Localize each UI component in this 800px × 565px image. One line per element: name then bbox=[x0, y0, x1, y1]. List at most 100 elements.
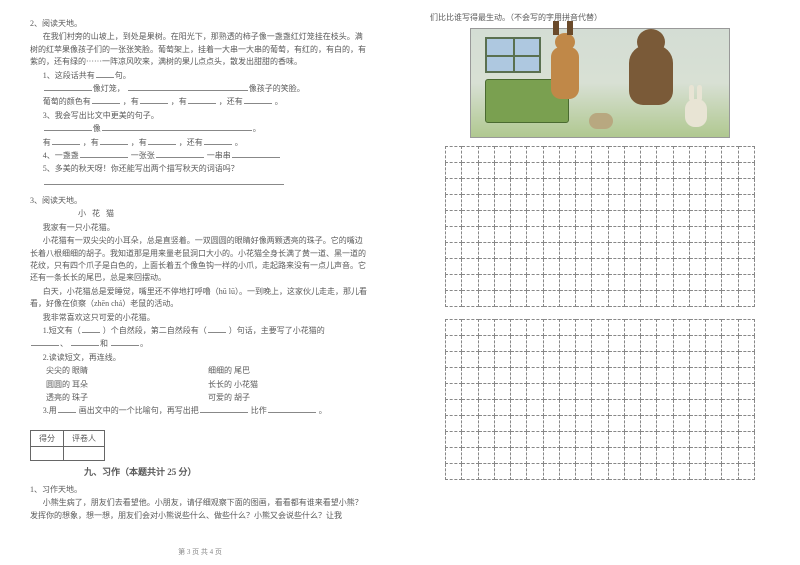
txt: 。 bbox=[319, 406, 327, 415]
q3-i1: 1.短文有（ ）个自然段，第二自然段有（ ）句话，主要写了小花猫的 bbox=[30, 325, 370, 337]
txt: 3.用 bbox=[43, 406, 57, 415]
blank[interactable] bbox=[52, 137, 80, 144]
blank[interactable] bbox=[71, 339, 99, 346]
blank[interactable] bbox=[102, 124, 252, 131]
txt: 像孩子的笑脸。 bbox=[249, 84, 305, 93]
q2-i4: 3、我会写出比文中更美的句子。 bbox=[30, 110, 370, 122]
blank[interactable] bbox=[96, 70, 114, 77]
q2-i6: 4、一盏盏 一张张 一串串 bbox=[30, 150, 370, 162]
txt: 像 bbox=[93, 124, 101, 133]
page-footer: 第 3 页 共 4 页 bbox=[178, 547, 222, 557]
q3-p4: 我非常喜欢这只可爱的小花猫。 bbox=[30, 312, 370, 324]
blank[interactable] bbox=[208, 326, 226, 333]
q2-i1: 1、这段话共有 句。 bbox=[30, 70, 370, 82]
txt: 1.短文有（ bbox=[43, 326, 81, 335]
txt: ，有 bbox=[83, 138, 99, 147]
q2-i3: 葡萄的颜色有 ，有 ，有 ，还有 。 bbox=[30, 96, 370, 108]
txt: ，还有 bbox=[219, 97, 243, 106]
right-page: 们比比谁写得最生动。（不会写的字用拼音代替） bbox=[400, 0, 800, 565]
q2-i1-a: 1、这段话共有 bbox=[43, 71, 95, 80]
left-page: 2、阅读天地。 在我们村旁的山坡上，到处是果树。在阳光下，那熟透的柿子像一盏盏红… bbox=[0, 0, 400, 565]
blank[interactable] bbox=[111, 339, 139, 346]
txt: 。 bbox=[275, 97, 283, 106]
txt: 比作 bbox=[251, 406, 267, 415]
bear-icon bbox=[629, 45, 673, 105]
writing-grid-1[interactable] bbox=[445, 146, 755, 307]
txt: ，有 bbox=[123, 97, 139, 106]
q2-i4l: 像。 bbox=[30, 123, 370, 135]
window-icon bbox=[485, 37, 541, 73]
blank[interactable] bbox=[148, 137, 176, 144]
right-top-line: 们比比谁写得最生动。（不会写的字用拼音代替） bbox=[430, 12, 770, 24]
q2-blankline bbox=[30, 177, 370, 189]
blank[interactable] bbox=[188, 97, 216, 104]
blank[interactable] bbox=[82, 326, 100, 333]
match-2b: 长长的 小花猫 bbox=[208, 379, 370, 391]
match-2a: 圆圆的 耳朵 bbox=[46, 379, 208, 391]
txt: ）个自然段，第二自然段有（ bbox=[103, 326, 207, 335]
blank[interactable] bbox=[44, 124, 92, 131]
blank[interactable] bbox=[200, 406, 248, 413]
rabbit-icon bbox=[685, 99, 707, 127]
txt: 一张张 bbox=[131, 151, 155, 160]
txt: 葡萄的颜色有 bbox=[43, 97, 91, 106]
blank[interactable] bbox=[80, 151, 128, 158]
txt: 。 bbox=[253, 124, 261, 133]
blank[interactable] bbox=[92, 97, 120, 104]
q2-p1: 在我们村旁的山坡上，到处是果树。在阳光下，那熟透的柿子像一盏盏红灯笼挂在枝头。满… bbox=[30, 31, 370, 68]
match-1b: 细细的 尾巴 bbox=[208, 365, 370, 377]
q3-i3: 3.用 画出文中的一个比喻句，再写出把 比作 。 bbox=[30, 405, 370, 417]
blank[interactable] bbox=[100, 137, 128, 144]
match-rows: 尖尖的 眼睛 圆圆的 耳朵 透亮的 珠子 细细的 尾巴 长长的 小花猫 可爱的 … bbox=[30, 365, 370, 405]
writing-grid-2[interactable] bbox=[445, 319, 755, 480]
blank[interactable] bbox=[128, 84, 248, 91]
blank[interactable] bbox=[140, 97, 168, 104]
txt: 和 bbox=[100, 339, 108, 348]
blank[interactable] bbox=[58, 406, 76, 413]
blank[interactable] bbox=[232, 151, 280, 158]
txt: ，有 bbox=[171, 97, 187, 106]
blank[interactable] bbox=[204, 137, 232, 144]
q3-num: 3、阅读天地。 bbox=[30, 195, 370, 207]
blank[interactable] bbox=[268, 406, 316, 413]
score-head-2: 评卷人 bbox=[64, 430, 105, 446]
blank[interactable] bbox=[31, 339, 59, 346]
illustration bbox=[470, 28, 730, 138]
q2-i7: 5、多美的秋天呀！你还能写出两个描写秋天的词语吗？ bbox=[30, 163, 370, 175]
blank[interactable] bbox=[44, 178, 284, 185]
txt: ，有 bbox=[131, 138, 147, 147]
match-3a: 透亮的 珠子 bbox=[46, 392, 208, 404]
q3-title: 小 花 猫 bbox=[30, 208, 370, 220]
txt: 。 bbox=[235, 138, 243, 147]
score-head-1: 得分 bbox=[31, 430, 64, 446]
q3-i1-cont: 、 和 。 bbox=[30, 338, 370, 350]
q3-p2: 小花猫有一双尖尖的小耳朵，总是直竖着。一双圆圆的眼睛好像两颗透亮的珠子。它的嘴边… bbox=[30, 235, 370, 285]
txt: ）句话，主要写了小花猫的 bbox=[229, 326, 325, 335]
txt: ，还有 bbox=[179, 138, 203, 147]
deer-icon bbox=[551, 47, 579, 99]
txt: 画出文中的一个比喻句，再写出把 bbox=[79, 406, 199, 415]
txt: 像灯笼， bbox=[93, 84, 125, 93]
q3-p3: 白天，小花猫总是爱睡觉，嘴里还不停地打呼噜（hū lū）。一到晚上，这家伙儿走走… bbox=[30, 286, 370, 311]
score-table: 得分 评卷人 bbox=[30, 430, 105, 461]
blank[interactable] bbox=[44, 84, 92, 91]
score-cell[interactable] bbox=[31, 446, 64, 460]
q2-i5: 有 ，有 ，有 ，还有 。 bbox=[30, 137, 370, 149]
q2-i2: 像灯笼， 像孩子的笑脸。 bbox=[30, 83, 370, 95]
blank[interactable] bbox=[156, 151, 204, 158]
match-1a: 尖尖的 眼睛 bbox=[46, 365, 208, 377]
txt: 有 bbox=[43, 138, 51, 147]
q3-p1: 我家有一只小花猫。 bbox=[30, 222, 370, 234]
blank[interactable] bbox=[244, 97, 272, 104]
q9-p1: 小熊生病了，朋友们去看望他。小朋友，请仔细观察下面的图画，看看都有谁来看望小熊？… bbox=[30, 497, 370, 522]
txt: 、 bbox=[60, 339, 68, 348]
q2-i1-b: 句。 bbox=[115, 71, 131, 80]
txt: 一串串 bbox=[207, 151, 231, 160]
q9-num: 1、习作天地。 bbox=[30, 484, 370, 496]
mouse-icon bbox=[589, 113, 613, 129]
grader-cell[interactable] bbox=[64, 446, 105, 460]
q3-i2: 2.读读短文，再连线。 bbox=[30, 352, 370, 364]
match-3b: 可爱的 胡子 bbox=[208, 392, 370, 404]
q2-num: 2、阅读天地。 bbox=[30, 18, 370, 30]
section9-title: 九、习作（本题共计 25 分） bbox=[84, 465, 370, 478]
